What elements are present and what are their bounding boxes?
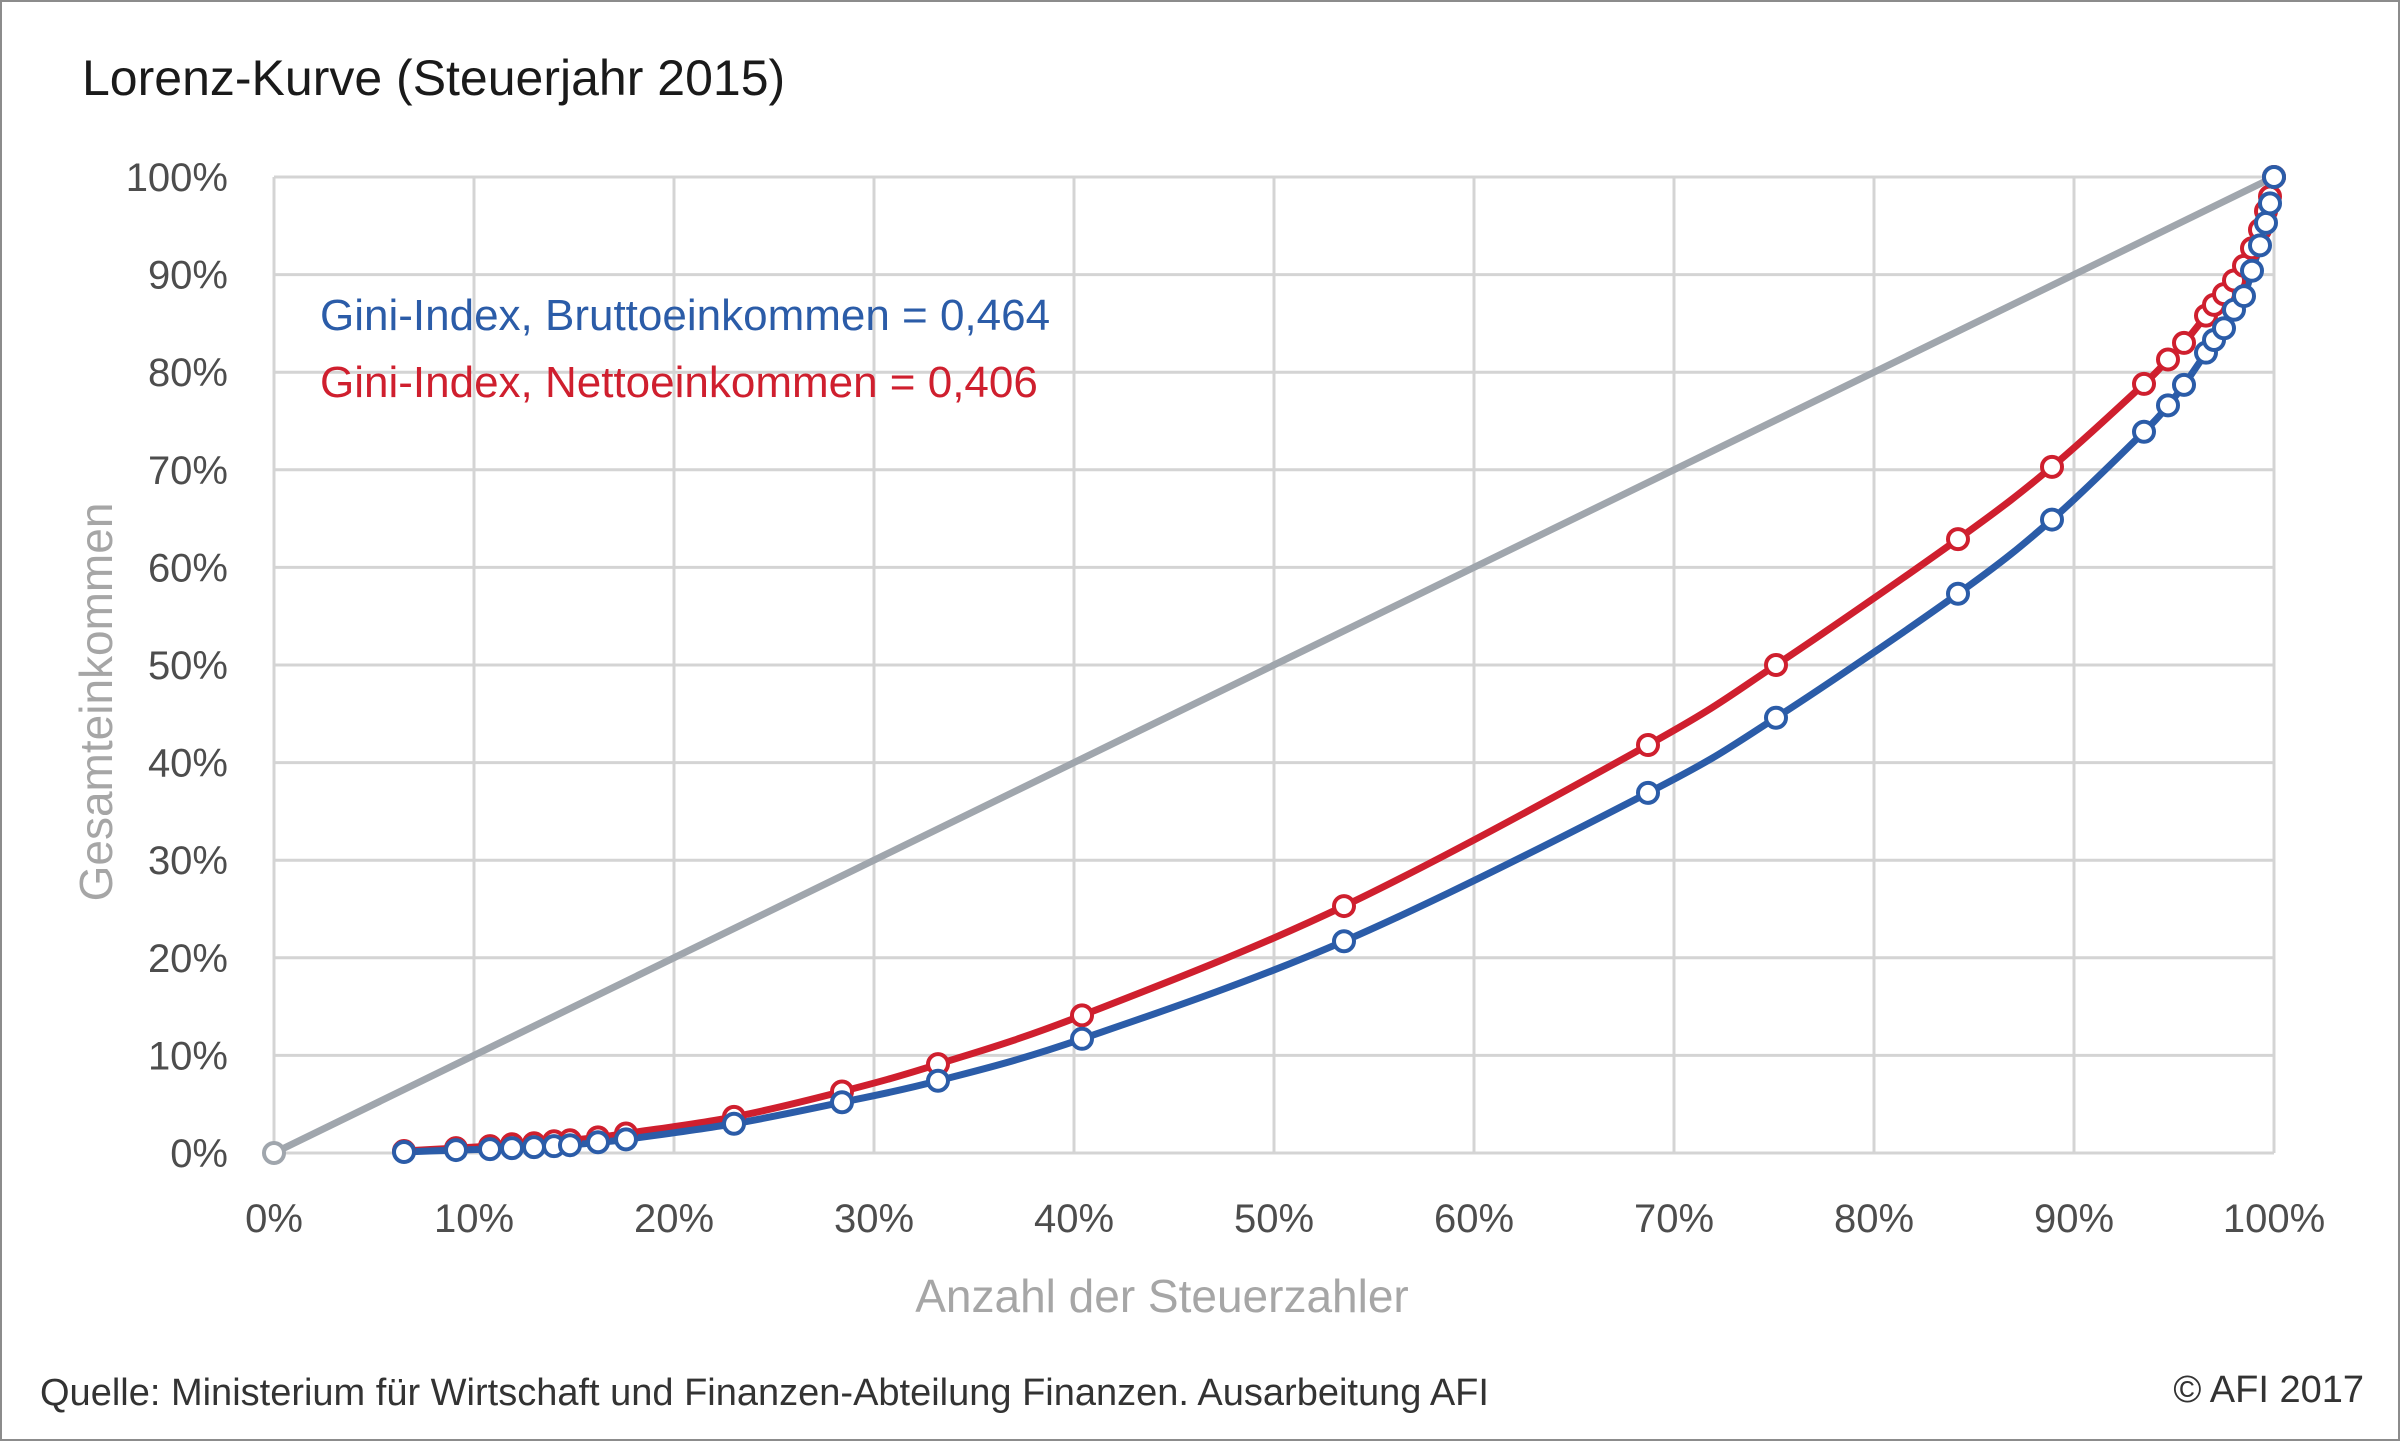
y-tick-label: 80%	[148, 351, 228, 395]
data-point-lorenz-netto	[1332, 894, 1356, 919]
y-tick-label: 60%	[148, 546, 228, 590]
y-tick-label: 90%	[148, 254, 228, 298]
x-tick-label: 70%	[1634, 1197, 1714, 1241]
data-point-lorenz-brutto	[478, 1137, 502, 1162]
x-tick-label: 20%	[634, 1197, 714, 1241]
data-point-lorenz-brutto	[614, 1127, 638, 1152]
data-point-lorenz-netto	[2132, 371, 2156, 396]
y-tick-label: 40%	[148, 742, 228, 786]
data-point-lorenz-brutto	[2258, 191, 2282, 216]
x-tick-label: 0%	[245, 1197, 303, 1241]
y-tick-label: 100%	[126, 156, 228, 200]
data-point-lorenz-brutto	[2156, 393, 2180, 418]
data-point-lorenz-netto	[2040, 454, 2064, 479]
footer-copyright: © AFI 2017	[2173, 1369, 2364, 1411]
x-tick-label: 90%	[2034, 1197, 2114, 1241]
data-point-lorenz-brutto	[2248, 233, 2272, 258]
data-point-lorenz-netto	[2156, 347, 2180, 372]
series-points	[262, 165, 2286, 1165]
data-point-lorenz-brutto	[2232, 284, 2256, 309]
y-axis-label: Gesamteinkommen	[70, 503, 122, 902]
data-point-lorenz-brutto	[558, 1133, 582, 1158]
data-point-lorenz-netto	[2172, 330, 2196, 355]
x-tick-label: 80%	[1834, 1197, 1914, 1241]
footer-source: Quelle: Ministerium für Wirtschaft und F…	[40, 1372, 1489, 1414]
x-axis-label: Anzahl der Steuerzahler	[915, 1270, 1409, 1322]
data-point-lorenz-brutto	[722, 1111, 746, 1136]
annotation-gini-brutto: Gini-Index, Bruttoeinkommen = 0,464	[320, 291, 1050, 340]
x-tick-label: 50%	[1234, 1197, 1314, 1241]
x-tick-labels: 0% 10% 20% 30% 40% 50% 60% 70% 80% 90% 100%	[245, 1197, 2325, 1241]
data-point-lorenz-brutto	[2254, 210, 2278, 235]
y-tick-label: 70%	[148, 449, 228, 493]
y-tick-labels: 0% 10% 20% 30% 40% 50% 60% 70% 80% 90% 100%	[126, 156, 228, 1176]
data-point-lorenz-brutto	[2262, 165, 2286, 189]
data-point-lorenz-brutto	[2212, 316, 2236, 341]
data-point-lorenz-netto	[1070, 1003, 1094, 1028]
y-tick-label: 30%	[148, 839, 228, 883]
data-point-lorenz-brutto	[1636, 780, 1660, 805]
data-point-lorenz-brutto	[2132, 419, 2156, 444]
y-tick-label: 20%	[148, 937, 228, 981]
data-point-lorenz-brutto	[926, 1068, 950, 1093]
data-point-lorenz-brutto	[830, 1090, 854, 1115]
data-point-lorenz-brutto	[586, 1130, 610, 1155]
y-tick-label: 50%	[148, 644, 228, 688]
data-point-lorenz-brutto	[1946, 581, 1970, 606]
data-point-lorenz-netto	[1764, 653, 1788, 677]
data-point-equality-line	[262, 1141, 286, 1165]
data-point-lorenz-brutto	[1332, 929, 1356, 954]
series-line-equality-line	[270, 173, 2278, 1157]
x-tick-label: 60%	[1434, 1197, 1514, 1241]
y-tick-label: 10%	[148, 1034, 228, 1078]
x-tick-label: 10%	[434, 1197, 514, 1241]
data-point-lorenz-netto	[1636, 733, 1660, 758]
data-point-lorenz-brutto	[1070, 1026, 1094, 1051]
data-point-lorenz-netto	[1946, 527, 1970, 552]
data-point-lorenz-brutto	[522, 1135, 546, 1160]
annotation-gini-netto: Gini-Index, Nettoeinkommen = 0,406	[320, 358, 1038, 407]
x-tick-label: 100%	[2223, 1197, 2325, 1241]
data-point-lorenz-brutto	[1764, 705, 1788, 730]
data-point-lorenz-brutto	[444, 1138, 468, 1163]
x-tick-label: 40%	[1034, 1197, 1114, 1241]
data-point-lorenz-brutto	[2040, 507, 2064, 532]
data-point-lorenz-brutto	[2172, 372, 2196, 397]
chart-title: Lorenz-Kurve (Steuerjahr 2015)	[82, 50, 785, 106]
data-point-lorenz-brutto	[392, 1140, 416, 1165]
x-tick-label: 30%	[834, 1197, 914, 1241]
data-point-lorenz-brutto	[500, 1136, 524, 1161]
data-point-lorenz-brutto	[2240, 258, 2264, 283]
y-tick-label: 0%	[170, 1132, 228, 1176]
